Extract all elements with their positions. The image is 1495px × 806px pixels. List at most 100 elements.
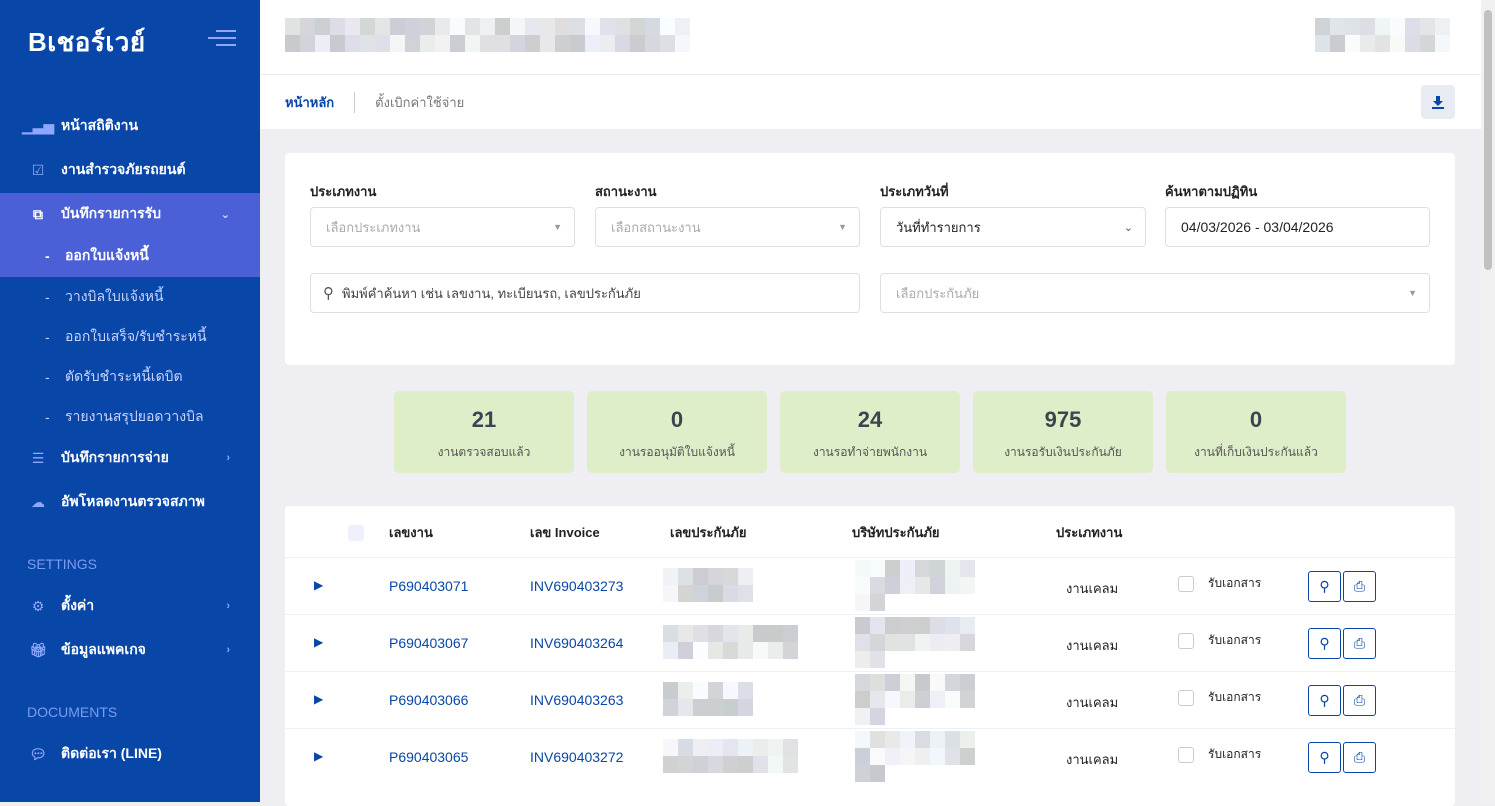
caret-down-icon: ▼ — [838, 222, 847, 232]
insurer-select[interactable]: เลือกประกันภัย ▼ — [880, 273, 1430, 313]
job-type-cell: งานเคลม — [1066, 752, 1119, 767]
search-icon: ⚲ — [1319, 635, 1330, 651]
sidebar-item-payments[interactable]: ☰ บันทึกรายการจ่าย › — [0, 437, 260, 479]
stat-card[interactable]: 975 งานรอรับเงินประกันภัย — [973, 391, 1153, 473]
select-all-checkbox[interactable] — [348, 525, 364, 541]
date-range-input[interactable]: 04/03/2026 - 03/04/2026 — [1165, 207, 1430, 247]
chevron-right-icon: › — [226, 600, 230, 612]
view-button[interactable]: ⚲ — [1308, 571, 1341, 602]
redacted-insurer — [855, 674, 975, 725]
table-row: ▶ P690403067 INV690403264 งานเคลม รับเอก… — [285, 614, 1455, 671]
receive-doc-label: รับเอกสาร — [1208, 633, 1262, 647]
stat-value: 0 — [1249, 407, 1263, 432]
receive-doc-label: รับเอกสาร — [1208, 690, 1262, 704]
printer-icon: ⎙ — [1353, 578, 1366, 594]
job-status-select[interactable]: เลือกสถานะงาน ▼ — [595, 207, 860, 247]
chevron-down-icon: ⌄ — [1123, 221, 1133, 234]
print-button[interactable]: ⎙ — [1343, 571, 1376, 602]
view-button[interactable]: ⚲ — [1308, 628, 1341, 659]
job-number-link[interactable]: P690403071 — [389, 578, 469, 594]
gear-icon: ⚙ — [31, 597, 45, 614]
settings-heading: SETTINGS — [27, 556, 98, 572]
sidebar-item-contact-line[interactable]: 💬︎ ติดต่อเรา (LINE) — [0, 733, 260, 775]
stat-card[interactable]: 0 งานที่เก็บเงินประกันแล้ว — [1166, 391, 1346, 473]
expand-row-icon[interactable]: ▶ — [314, 635, 324, 649]
invoice-number-link[interactable]: INV690403273 — [530, 578, 624, 594]
top-header — [260, 0, 1481, 75]
cloud-upload-icon: ☁ — [31, 493, 45, 510]
view-button[interactable]: ⚲ — [1308, 685, 1341, 716]
sidebar-subitem-report[interactable]: - รายงานสรุปยอดวางบิล — [45, 408, 204, 425]
breadcrumb-current: ตั้งเบิกค่าใช้จ่าย — [375, 94, 465, 110]
print-button[interactable]: ⎙ — [1343, 628, 1376, 659]
documents-heading: DOCUMENTS — [27, 704, 118, 720]
job-type-cell: งานเคลม — [1066, 695, 1119, 710]
job-number-link[interactable]: P690403065 — [389, 749, 469, 765]
date-range-label: ค้นหาตามปฏิทิน — [1165, 184, 1258, 199]
job-number-link[interactable]: P690403066 — [389, 692, 469, 708]
date-type-select[interactable]: วันที่ทำรายการ ⌄ — [880, 207, 1146, 247]
search-icon: ⚲ — [1319, 749, 1330, 765]
invoice-number-link[interactable]: INV690403263 — [530, 692, 624, 708]
printer-icon: ⎙ — [1353, 749, 1366, 765]
search-icon: ⚲ — [1319, 578, 1330, 594]
stat-value: 0 — [670, 407, 684, 432]
view-button[interactable]: ⚲ — [1308, 742, 1341, 773]
breadcrumb-home[interactable]: หน้าหลัก — [285, 91, 356, 113]
breadcrumb: หน้าหลัก ตั้งเบิกค่าใช้จ่าย — [260, 75, 1481, 129]
copy-icon: ⧉ — [33, 205, 43, 222]
search-input[interactable]: ⚲ พิมพ์คำค้นหา เช่น เลขงาน, ทะเบียนรถ, เล… — [310, 273, 860, 313]
sidebar-item-package[interactable]: 🎁︎ ข้อมูลแพคเกจ › — [0, 629, 260, 671]
job-type-cell: งานเคลม — [1066, 638, 1119, 653]
receive-doc-checkbox[interactable] — [1178, 576, 1194, 592]
chevron-down-icon: ⌄ — [220, 208, 230, 221]
user-avatar[interactable] — [1315, 18, 1450, 52]
stat-card[interactable]: 0 งานรออนุมัติใบแจ้งหนี้ — [587, 391, 767, 473]
menu-toggle-icon[interactable] — [208, 28, 236, 48]
stat-label: งานรออนุมัติใบแจ้งหนี้ — [619, 445, 735, 459]
job-number-link[interactable]: P690403067 — [389, 635, 469, 651]
brand-logo[interactable]: Bเชอร์เวย์ — [28, 27, 146, 57]
stat-card[interactable]: 24 งานรอทำจ่ายพนักงาน — [780, 391, 960, 473]
receive-doc-label: รับเอกสาร — [1208, 576, 1262, 590]
stat-card[interactable]: 21 งานตรวจสอบแล้ว — [394, 391, 574, 473]
col-header-invoice: เลข Invoice — [530, 525, 600, 540]
invoice-number-link[interactable]: INV690403272 — [530, 749, 624, 765]
sidebar-subitem-billing[interactable]: - วางบิลใบแจ้งหนี้ — [45, 288, 164, 305]
sidebar-item-receipts[interactable]: ⧉ บันทึกรายการรับ ⌄ — [0, 193, 260, 235]
sidebar-item-survey[interactable]: ☑ งานสำรวจภัยรถยนต์ — [0, 149, 260, 191]
stat-value: 24 — [857, 407, 883, 432]
stat-label: งานที่เก็บเงินประกันแล้ว — [1194, 445, 1318, 459]
sidebar-subitem-receipt[interactable]: - ออกใบเสร็จ/รับชำระหนี้ — [45, 328, 207, 345]
caret-down-icon: ▼ — [1408, 288, 1417, 298]
receive-doc-checkbox[interactable] — [1178, 690, 1194, 706]
job-type-select[interactable]: เลือกประเภทงาน ▼ — [310, 207, 575, 247]
download-icon — [1432, 96, 1444, 109]
redacted-insurer — [855, 731, 975, 782]
expand-row-icon[interactable]: ▶ — [314, 749, 324, 763]
sidebar-item-stats[interactable]: ▁▃▅ หน้าสถิติงาน — [0, 105, 260, 147]
job-type-label: ประเภทงาน — [310, 184, 377, 199]
receive-doc-checkbox[interactable] — [1178, 747, 1194, 763]
sidebar-item-upload[interactable]: ☁ อัพโหลดงานตรวจสภาพ — [0, 481, 260, 523]
table-row: ▶ P690403065 INV690403272 งานเคลม รับเอก… — [285, 728, 1455, 785]
sidebar-subitem-debit[interactable]: - ตัดรับชำระหนี้เดบิต — [45, 368, 183, 385]
sidebar-subitem-issue-invoice[interactable]: - ออกใบแจ้งหนี้ — [0, 235, 260, 277]
stat-value: 21 — [471, 407, 497, 432]
chevron-right-icon: › — [226, 644, 230, 656]
expand-row-icon[interactable]: ▶ — [314, 578, 324, 592]
print-button[interactable]: ⎙ — [1343, 742, 1376, 773]
sidebar-item-settings[interactable]: ⚙ ตั้งค่า › — [0, 585, 260, 627]
printer-icon: ⎙ — [1353, 692, 1366, 708]
receive-doc-checkbox[interactable] — [1178, 633, 1194, 649]
sidebar: Bเชอร์เวย์ ▁▃▅ หน้าสถิติงาน ☑ งานสำรวจภัยร… — [0, 0, 260, 802]
gift-icon: 🎁︎ — [29, 641, 47, 658]
invoice-number-link[interactable]: INV690403264 — [530, 635, 624, 651]
scrollbar[interactable] — [1481, 0, 1495, 802]
redacted-policy — [663, 625, 798, 659]
print-button[interactable]: ⎙ — [1343, 685, 1376, 716]
col-header-job: เลขงาน — [389, 525, 433, 540]
redacted-policy — [663, 739, 798, 773]
expand-row-icon[interactable]: ▶ — [314, 692, 324, 706]
download-button[interactable] — [1421, 85, 1455, 119]
